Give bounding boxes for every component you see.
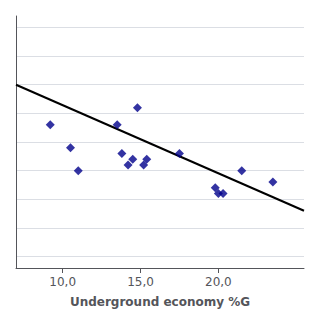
svg-text:15,0: 15,0 [127, 275, 154, 289]
svg-text:Underground economy %G: Underground economy %G [70, 295, 250, 309]
svg-text:10,0: 10,0 [49, 275, 76, 289]
svg-text:20,0: 20,0 [205, 275, 232, 289]
